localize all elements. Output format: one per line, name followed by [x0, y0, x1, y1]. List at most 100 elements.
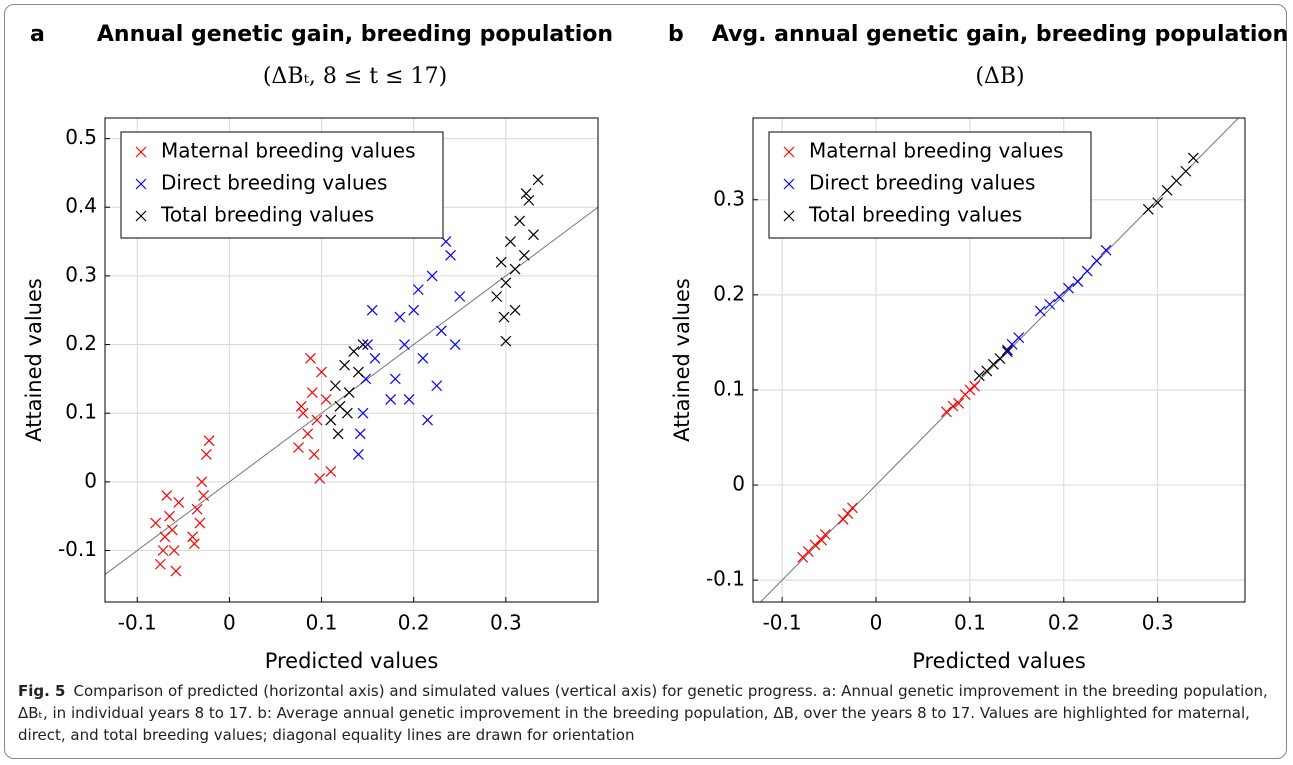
scatter-point — [357, 339, 369, 350]
scatter-point — [491, 291, 503, 302]
y-tick-label: -0.1 — [58, 537, 97, 561]
scatter-point — [188, 538, 200, 550]
scatter-point — [940, 406, 952, 418]
legend-marker — [135, 146, 147, 158]
scatter-point — [847, 502, 858, 514]
scatter-point — [1034, 305, 1046, 317]
scatter-point — [196, 476, 208, 488]
scatter-point — [166, 524, 178, 536]
scatter-point — [357, 407, 369, 419]
scatter-point — [332, 428, 344, 440]
scatter-point — [1013, 332, 1025, 344]
scatter-point — [509, 263, 521, 275]
legend-label: Maternal breeding values — [161, 139, 416, 163]
scatter-point — [293, 442, 304, 453]
scatter-point — [305, 352, 316, 364]
scatter-point — [348, 345, 360, 357]
scatter-point — [973, 370, 985, 382]
scatter-point — [1081, 265, 1093, 277]
chart-subtitle: (ΔB) — [975, 64, 1024, 89]
scatter-point — [528, 229, 539, 241]
scatter-point — [987, 358, 999, 370]
x-axis-label: Predicted values — [265, 649, 439, 673]
scatter-point — [343, 387, 355, 399]
scatter-point — [352, 366, 364, 378]
scatter-point — [532, 174, 544, 186]
scatter-point — [352, 448, 364, 460]
scatter-point — [354, 428, 366, 440]
scatter-point — [150, 517, 162, 529]
y-axis-label: Attained values — [22, 278, 46, 442]
caption: Fig. 5 Comparison of predicted (horizonta… — [18, 680, 1276, 746]
scatter-point — [1187, 152, 1199, 164]
scatter-point — [417, 352, 429, 364]
scatter-point — [498, 311, 510, 323]
scatter-point — [329, 380, 341, 392]
scatter-point — [953, 397, 965, 409]
panel-label: b — [668, 22, 684, 47]
scatter-point — [1161, 184, 1173, 196]
legend-marker — [135, 178, 147, 190]
x-tick-label: 0 — [870, 611, 883, 635]
scatter-point — [1152, 197, 1164, 209]
scatter-point — [408, 304, 420, 316]
caption-label: Fig. 5 — [18, 682, 66, 700]
scatter-point — [385, 394, 397, 405]
scatter-point — [514, 215, 526, 227]
scatter-point — [809, 539, 821, 551]
scatter-point — [302, 428, 314, 440]
scatter-point — [198, 490, 210, 502]
scatter-point — [523, 194, 535, 206]
scatter-point — [505, 236, 516, 247]
scatter-point — [389, 373, 401, 385]
scatter-point — [422, 414, 433, 426]
scatter-point — [445, 249, 456, 261]
figure: a Annual genetic gain, breeding populatio… — [22, 22, 1288, 673]
x-tick-label: 0 — [223, 611, 236, 635]
scatter-point — [308, 448, 320, 460]
legend-marker — [783, 178, 795, 190]
scatter-point — [994, 353, 1006, 364]
chart-title: Annual genetic gain, breeding population — [97, 22, 613, 47]
scatter-point — [295, 400, 307, 412]
plot-border — [752, 117, 1246, 603]
equality-line — [760, 117, 1239, 603]
scatter-point — [366, 304, 378, 316]
scatter-point — [306, 387, 318, 399]
scatter-point — [495, 256, 507, 268]
scatter-point — [297, 407, 309, 419]
scatter-point — [157, 545, 169, 556]
scatter-point — [816, 534, 827, 546]
scatter-point — [454, 291, 466, 302]
y-axis-label: Attained values — [670, 278, 694, 442]
scatter-point — [316, 366, 327, 378]
y-tick-label: 0 — [732, 472, 745, 496]
legend-label: Total breeding values — [160, 203, 374, 227]
scatter-point — [819, 529, 831, 540]
chart-title: Avg. annual genetic gain, breeding popul… — [712, 22, 1288, 47]
x-tick-label: 0.2 — [398, 611, 430, 635]
scatter-point — [170, 565, 182, 577]
scatter-point — [518, 249, 530, 261]
scatter-point — [1053, 291, 1065, 303]
scatter-point — [203, 435, 215, 447]
legend-box — [768, 131, 1092, 239]
scatter-point — [509, 304, 521, 316]
legend-marker — [135, 210, 147, 222]
scatter-point — [164, 510, 175, 522]
y-tick-label: 0.1 — [65, 400, 97, 424]
scatter-point — [969, 380, 981, 392]
x-tick-label: -0.1 — [763, 611, 802, 635]
scatter-point — [520, 188, 532, 199]
scatter-point — [325, 414, 337, 426]
y-tick-label: 0.1 — [713, 376, 745, 400]
y-tick-label: 0.2 — [65, 331, 97, 355]
legend-label: Total breeding values — [808, 203, 1022, 227]
scatter-point — [200, 448, 212, 460]
scatter-point — [837, 513, 849, 525]
scatter-point — [154, 558, 166, 570]
caption-text: Comparison of predicted (horizontal axis… — [18, 682, 1268, 744]
scatter-point — [1002, 346, 1013, 358]
scatter-point — [1063, 282, 1074, 294]
scatter-point — [194, 517, 206, 529]
